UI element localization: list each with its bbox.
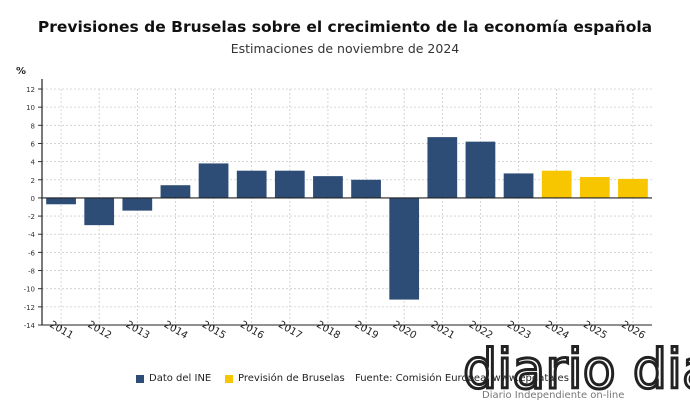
bar-2021 <box>427 137 458 198</box>
y-tick-label: -14 <box>24 322 36 330</box>
bar-2015 <box>198 163 229 198</box>
y-tick-label: 8 <box>31 122 35 130</box>
legend-swatch <box>136 374 144 383</box>
y-tick-label: 12 <box>26 86 35 94</box>
y-tick-label: 0 <box>31 195 35 203</box>
diario-dia-logo: diario dia <box>463 337 690 403</box>
source-text: Fuente: Comisión Europea, www.epdata.es <box>355 373 569 384</box>
bar-2016 <box>236 170 267 198</box>
source-note: Fuente: Comisión Europea, www.epdata.es <box>355 373 569 384</box>
legend-item-bruselas: Previsión de Bruselas <box>225 373 345 384</box>
y-tick-label: -4 <box>28 231 36 239</box>
svg-text:diario dia: diario dia <box>463 338 690 401</box>
logo-tagline: Diario Independiente on-line <box>482 390 625 401</box>
legend-label: Previsión de Bruselas <box>238 373 345 384</box>
y-tick-label: 4 <box>31 159 36 167</box>
y-tick-label: -10 <box>24 286 35 294</box>
legend-label: Dato del INE <box>149 373 212 384</box>
bar-2022 <box>465 141 496 198</box>
y-tick-label: 6 <box>31 140 36 148</box>
bar-2017 <box>274 170 305 198</box>
y-axis-label: % <box>16 66 26 77</box>
bar-2024 <box>541 170 572 198</box>
legend-item-ine: Dato del INE <box>136 373 211 384</box>
y-tick-label: -6 <box>28 249 36 257</box>
bar-2020 <box>389 197 420 300</box>
y-tick-label: -8 <box>28 268 35 276</box>
bars <box>46 137 648 300</box>
bar-2025 <box>579 177 610 198</box>
y-tick-label: 10 <box>26 104 35 112</box>
bar-2011 <box>46 197 76 205</box>
chart-subtitle: Estimaciones de noviembre de 2024 <box>230 41 460 56</box>
chart-title: Previsiones de Bruselas sobre el crecimi… <box>37 18 653 36</box>
legend-swatch <box>225 374 233 383</box>
bar-2026 <box>618 178 648 198</box>
y-tick-label: -12 <box>24 304 35 312</box>
bar-2023 <box>503 173 534 198</box>
y-tick-label: -2 <box>28 213 35 221</box>
bar-2013 <box>122 197 153 211</box>
bar-2012 <box>84 197 115 226</box>
y-axis: -14 -12 -10 -8 -6 -4 -2 0 2 4 6 8 10 12 <box>24 79 652 330</box>
y-tick-label: 2 <box>31 177 35 185</box>
bar-2018 <box>313 176 343 198</box>
bar-2014 <box>160 185 191 198</box>
bar-2019 <box>351 179 381 198</box>
